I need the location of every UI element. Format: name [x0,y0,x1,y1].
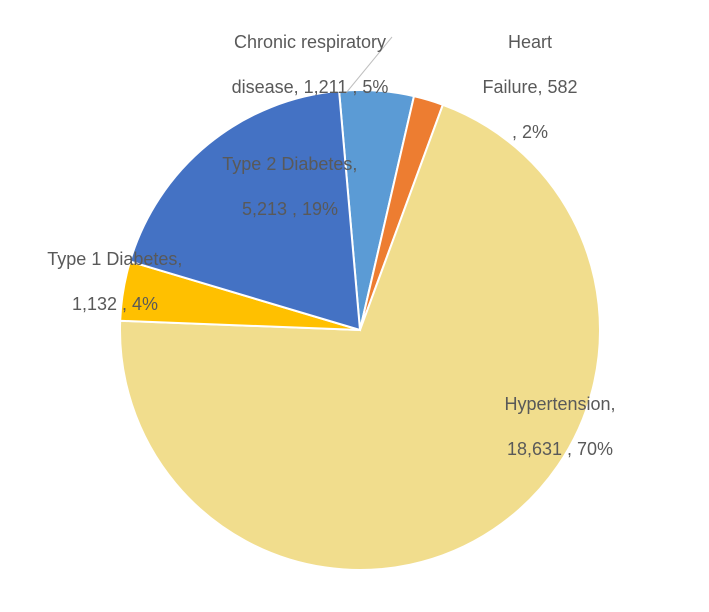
label-line: Type 2 Diabetes, [222,154,357,174]
label-line: Hypertension, [504,394,615,414]
label-line: disease, 1,211 , 5% [232,77,389,97]
label-line: Heart [508,32,552,52]
pie-chart-container: Chronic respiratory disease, 1,211 , 5% … [0,0,709,612]
slice-label-type2-diabetes: Type 2 Diabetes, 5,213 , 19% [180,130,380,243]
label-line: Chronic respiratory [234,32,386,52]
label-line: Failure, 582 [482,77,577,97]
label-line: 18,631 , 70% [507,439,613,459]
slice-label-heart-failure: Heart Failure, 582 , 2% [445,8,595,166]
slice-label-type1-diabetes: Type 1 Diabetes, 1,132 , 4% [20,225,190,338]
slice-label-chronic-respiratory: Chronic respiratory disease, 1,211 , 5% [185,8,415,121]
slice-label-hypertension: Hypertension, 18,631 , 70% [460,370,640,483]
label-line: 1,132 , 4% [72,294,158,314]
label-line: , 2% [512,122,548,142]
label-line: 5,213 , 19% [242,199,338,219]
label-line: Type 1 Diabetes, [47,249,182,269]
